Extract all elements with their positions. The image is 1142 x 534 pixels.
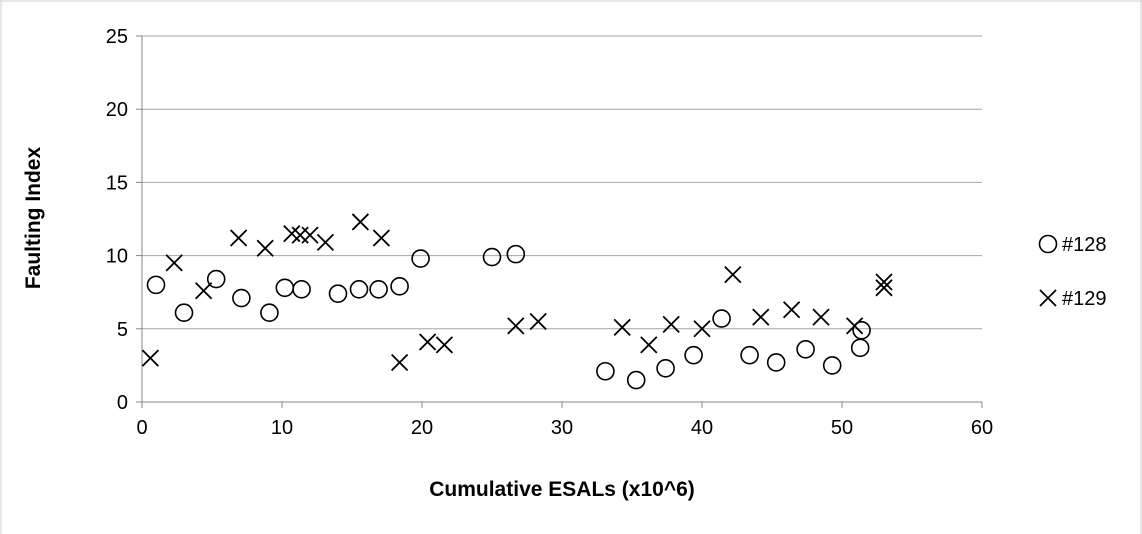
- x-point: [351, 213, 370, 231]
- x-axis-title: Cumulative ESALs (x10^6): [429, 478, 695, 501]
- circle-point: [656, 359, 675, 378]
- series-2: [141, 213, 893, 372]
- circle-point: [232, 288, 251, 308]
- x-point: [812, 308, 830, 326]
- circle-point: [796, 339, 815, 359]
- axes: [136, 35, 983, 408]
- x-point: [256, 239, 274, 257]
- legend-label: #128: [1062, 234, 1107, 256]
- x-point: [613, 318, 631, 336]
- x-point: [291, 226, 309, 244]
- circle-point: [174, 303, 194, 322]
- x-point: [640, 336, 658, 354]
- legend-item: #128: [1038, 234, 1107, 256]
- circle-point: [852, 320, 871, 340]
- x-point: [418, 333, 437, 351]
- legend: #128 #129: [1038, 234, 1107, 310]
- y-tick-label: 0: [117, 392, 128, 414]
- circle-point: [260, 303, 279, 322]
- circle-point: [482, 247, 502, 267]
- x-point: [229, 229, 248, 247]
- x-tick-label: 50: [831, 417, 853, 439]
- circle-point: [766, 353, 786, 372]
- legend-item: #129: [1039, 288, 1107, 310]
- circle-point: [850, 338, 870, 358]
- gridlines: [142, 35, 982, 330]
- x-point: [875, 279, 893, 297]
- x-point: [875, 273, 893, 291]
- circle-point: [349, 279, 369, 299]
- legend-label: #129: [1062, 288, 1107, 310]
- x-tick-label: 60: [971, 417, 993, 439]
- x-point: [372, 229, 391, 247]
- y-tick-label: 5: [117, 319, 128, 341]
- circle-point: [506, 244, 526, 264]
- x-tick-label: 0: [136, 417, 147, 439]
- legend-circle-marker: [1038, 234, 1058, 254]
- x-tick-label: 20: [411, 417, 433, 439]
- x-point: [507, 317, 525, 335]
- x-point: [316, 233, 335, 252]
- x-point: [165, 254, 183, 272]
- circle-point: [626, 370, 646, 390]
- x-point: [529, 312, 547, 331]
- x-point: [662, 315, 680, 334]
- x-point: [283, 225, 301, 243]
- x-tick-label: 10: [271, 417, 293, 439]
- circle-point: [684, 345, 703, 365]
- circle-point: [369, 279, 388, 299]
- circle-point: [822, 356, 842, 375]
- circle-point: [275, 278, 295, 298]
- circle-point: [146, 275, 166, 295]
- y-axis-title: Faulting Index: [22, 147, 45, 290]
- y-tick-label: 25: [106, 26, 128, 48]
- circle-point: [740, 345, 759, 365]
- x-point: [752, 308, 770, 326]
- legend-x-marker: [1039, 289, 1057, 307]
- x-point: [435, 336, 454, 354]
- series-1: [146, 244, 871, 390]
- x-point: [141, 349, 160, 367]
- circle-point: [411, 249, 430, 268]
- x-point: [390, 353, 409, 372]
- circle-point: [292, 279, 311, 299]
- y-tick-label: 20: [106, 99, 128, 121]
- x-point: [693, 320, 711, 338]
- circle-point: [390, 277, 409, 296]
- x-point: [724, 265, 742, 284]
- x-tick-label: 40: [691, 417, 713, 439]
- x-tick-label: 30: [551, 417, 573, 439]
- x-point: [845, 317, 864, 335]
- tick-labels: 0 5 10 15 20 25 0 10 20 30 40 50 60: [106, 26, 993, 439]
- data-points: [141, 213, 893, 390]
- circle-point: [328, 284, 348, 303]
- circle-point: [206, 269, 226, 289]
- y-tick-label: 15: [106, 172, 128, 194]
- circle-point: [596, 361, 615, 381]
- y-tick-label: 10: [106, 246, 128, 268]
- circle-point: [712, 309, 731, 328]
- x-point: [194, 282, 213, 300]
- x-point: [301, 226, 319, 244]
- x-point: [782, 301, 801, 319]
